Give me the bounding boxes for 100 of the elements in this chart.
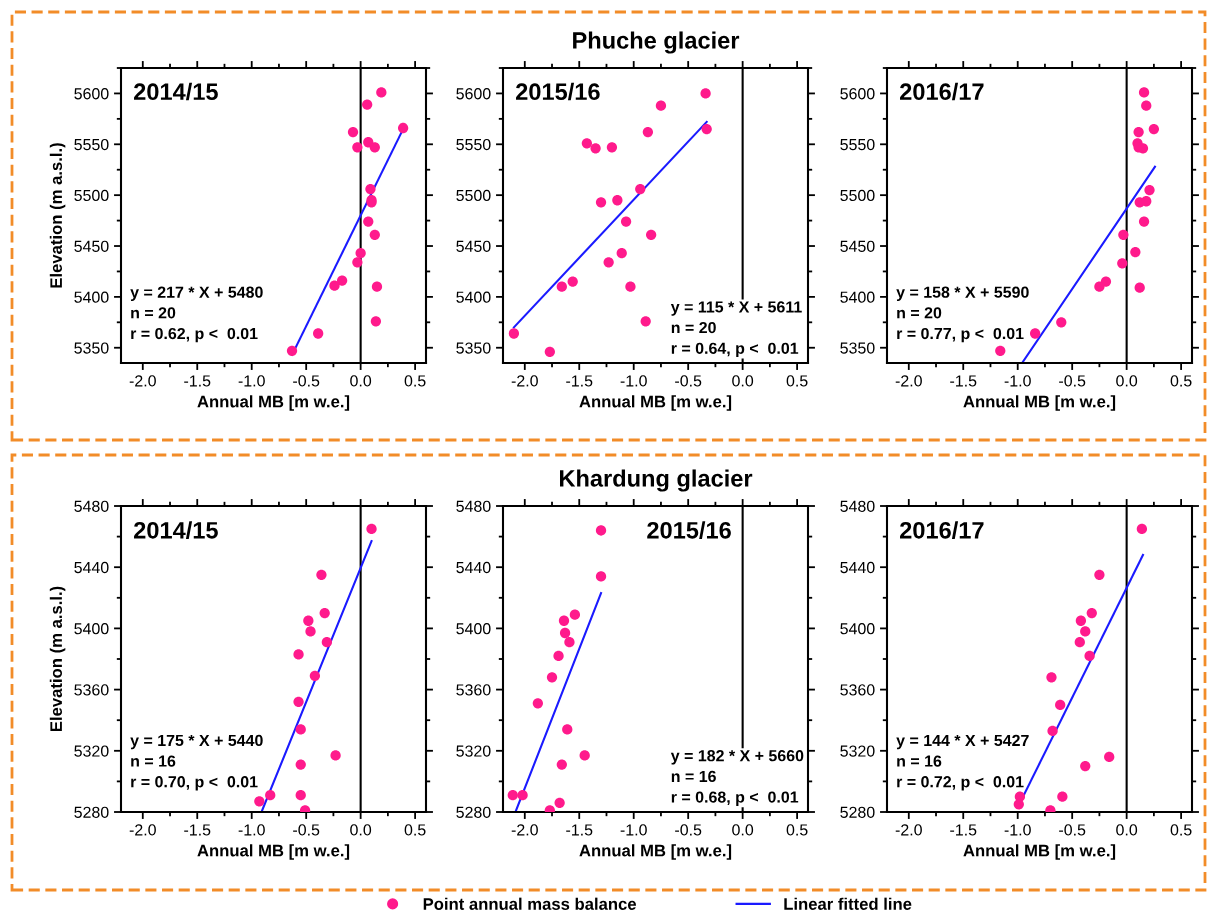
legend-label: Linear fitted line [784, 897, 912, 910]
x-tick-label: -0.5 [675, 375, 702, 387]
x-tick-label: 0.0 [1116, 824, 1138, 836]
x-tick-label: -0.5 [293, 824, 320, 836]
x-tick-label: -1.0 [620, 824, 647, 836]
y-tick-label: 5350 [840, 342, 875, 354]
y-tick-label: 5400 [840, 291, 875, 303]
x-tick-label: 0.0 [732, 375, 754, 387]
annotation: n = 16 [131, 755, 176, 767]
chart-title: Khardung glacier [560, 469, 753, 492]
x-tick-label: -0.5 [675, 824, 702, 836]
x-tick-label: -1.0 [1004, 375, 1031, 387]
x-tick-label: -1.0 [620, 375, 647, 387]
y-tick-label: 5360 [74, 684, 109, 696]
chart-subtitle: 2016/17 [900, 82, 984, 101]
y-tick-label: 5360 [840, 684, 875, 696]
annotation: y = 115 * X + 5611 [670, 301, 802, 316]
annotation: y = 175 * X + 5440 [130, 734, 263, 750]
y-tick-label: 5450 [74, 240, 109, 252]
annotation: n = 20 [131, 307, 176, 319]
y-tick-label: 5400 [74, 291, 109, 303]
x-tick-label: -1.5 [566, 824, 593, 836]
annotation: y = 158 * X + 5590 [896, 286, 1029, 301]
x-tick-label: 0.5 [404, 824, 426, 836]
x-tick-label: -2.0 [511, 824, 538, 836]
x-tick-label: 0.0 [1116, 375, 1138, 387]
annotation: n = 20 [897, 307, 942, 319]
y-tick-label: 5600 [74, 88, 109, 100]
annotation: r = 0.70, p < 0.01 [131, 776, 258, 791]
y-tick-label: 5480 [456, 500, 491, 512]
x-tick-label: -1.5 [566, 375, 593, 387]
y-tick-label: 5480 [74, 500, 109, 512]
legend-label: Point annual mass balance [423, 897, 637, 910]
annotation: n = 20 [671, 321, 716, 334]
y-tick-label: 5600 [840, 88, 875, 100]
y-tick-label: 5280 [456, 806, 491, 818]
y-tick-label: 5400 [456, 623, 491, 635]
annotation: r = 0.64, p < 0.01 [671, 342, 799, 358]
y-tick-label: 5450 [840, 240, 875, 252]
y-axis-title: Elevation (m a.s.l.) [49, 586, 66, 732]
x-tick-label: -1.5 [184, 824, 211, 836]
y-tick-label: 5480 [840, 500, 875, 512]
annotation: r = 0.68, p < 0.01 [671, 791, 799, 806]
annotation: y = 144 * X + 5427 [896, 734, 1029, 750]
y-tick-label: 5320 [456, 745, 491, 757]
y-tick-label: 5350 [456, 342, 491, 354]
annotation: r = 0.62, p < 0.01 [131, 327, 258, 343]
text: 2014/15 [134, 521, 218, 539]
x-tick-label: 0.5 [404, 375, 426, 387]
x-axis-title: Annual MB [m w.e.] [963, 395, 1116, 411]
x-tick-label: -2.0 [895, 824, 922, 836]
x-tick-label: -2.0 [129, 824, 156, 836]
y-tick-label: 5350 [74, 342, 109, 354]
annotation: r = 0.72, p < 0.01 [897, 776, 1024, 791]
x-tick-label: 0.0 [732, 824, 754, 836]
x-tick-label: 0.5 [786, 824, 808, 836]
x-tick-label: -0.5 [293, 375, 320, 387]
y-tick-label: 5400 [456, 291, 491, 303]
x-tick-label: 0.5 [1170, 375, 1192, 387]
y-tick-label: 5400 [74, 623, 109, 635]
x-tick-label: -0.5 [1059, 824, 1086, 836]
y-tick-label: 5440 [840, 561, 875, 574]
x-axis-title: Annual MB [m w.e.] [197, 395, 350, 411]
y-axis-title: Elevation (m a.s.l.) [49, 143, 66, 288]
annotation: y = 182 * X + 5660 [670, 750, 804, 765]
y-tick-label: 5440 [74, 561, 109, 574]
x-tick-label: -1.0 [1004, 824, 1031, 836]
y-tick-label: 5500 [74, 189, 109, 202]
x-tick-label: 0.0 [350, 824, 372, 836]
chart-subtitle: 2014/15 [134, 82, 218, 101]
x-tick-label: 0.0 [350, 375, 372, 387]
x-tick-label: -2.0 [129, 375, 156, 387]
x-tick-label: -1.5 [184, 375, 211, 387]
y-tick-label: 5280 [840, 806, 875, 818]
y-tick-label: 5500 [840, 189, 875, 202]
x-axis-title: Annual MB [m w.e.] [579, 395, 732, 411]
y-tick-label: 5550 [456, 138, 491, 151]
y-tick-label: 5550 [74, 138, 109, 151]
x-tick-label: -1.0 [238, 824, 265, 836]
x-tick-label: -2.0 [895, 375, 922, 387]
chart-title: Phuche glacier [573, 31, 740, 54]
x-tick-label: -1.5 [950, 824, 977, 836]
y-tick-label: 5450 [456, 240, 491, 252]
annotation: n = 16 [897, 755, 942, 767]
x-axis-title: Annual MB [m w.e.] [197, 844, 350, 860]
x-tick-label: 0.5 [786, 375, 808, 387]
x-tick-label: -2.0 [511, 375, 538, 387]
y-tick-label: 5320 [74, 745, 109, 757]
y-tick-label: 5400 [840, 623, 875, 635]
annotation: y = 217 * X + 5480 [130, 286, 263, 301]
chart-subtitle: 2015/16 [516, 82, 600, 101]
text: 2016/17 [900, 521, 984, 539]
y-tick-label: 5500 [456, 189, 491, 202]
text: 2015/16 [647, 521, 731, 539]
y-tick-label: 5550 [840, 138, 875, 151]
annotation: n = 16 [671, 770, 716, 783]
x-tick-label: -1.0 [238, 375, 265, 387]
x-axis-title: Annual MB [m w.e.] [579, 844, 732, 860]
x-axis-title: Annual MB [m w.e.] [963, 844, 1116, 860]
x-tick-label: 0.5 [1170, 824, 1192, 836]
